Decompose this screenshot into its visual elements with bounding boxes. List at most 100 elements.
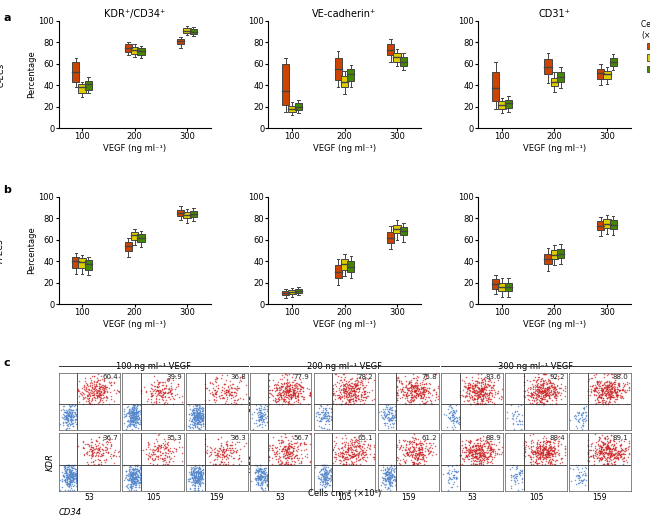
Point <box>123 476 133 484</box>
Point <box>385 480 395 488</box>
Point <box>168 444 179 453</box>
Point <box>216 442 226 450</box>
Point <box>283 382 294 390</box>
Point <box>549 385 559 393</box>
Point <box>320 483 330 492</box>
Bar <box>597 69 604 79</box>
Point <box>549 386 560 395</box>
Point <box>597 455 607 463</box>
Point <box>154 390 164 399</box>
Point <box>470 395 480 403</box>
Point <box>401 389 411 398</box>
Point <box>540 393 550 401</box>
Point <box>614 379 624 388</box>
Point <box>129 465 140 473</box>
Point <box>376 485 386 494</box>
Point <box>412 454 423 462</box>
Point <box>66 469 76 477</box>
Point <box>313 474 323 482</box>
Point <box>193 467 203 475</box>
Point <box>455 393 465 401</box>
Point <box>130 474 140 482</box>
Point <box>413 440 423 448</box>
Point <box>535 389 545 397</box>
Point <box>477 385 488 393</box>
Point <box>411 448 422 457</box>
Point <box>129 473 140 481</box>
Point <box>63 473 73 481</box>
Point <box>315 410 325 418</box>
Point <box>484 443 495 452</box>
Point <box>255 407 266 416</box>
Point <box>610 379 620 388</box>
Point <box>193 413 203 421</box>
Point <box>596 394 606 402</box>
Point <box>285 385 295 394</box>
Point <box>318 461 329 470</box>
Point <box>282 442 293 450</box>
Point <box>251 476 261 484</box>
Point <box>473 441 483 449</box>
Point <box>535 444 545 452</box>
Point <box>320 472 331 480</box>
Point <box>547 450 558 459</box>
Point <box>613 455 623 463</box>
Point <box>540 384 551 393</box>
Point <box>423 446 434 455</box>
Bar <box>545 60 552 75</box>
Point <box>351 384 361 392</box>
Point <box>267 386 278 394</box>
Point <box>381 412 391 420</box>
Point <box>251 419 261 427</box>
Point <box>461 452 471 460</box>
Point <box>133 466 144 474</box>
Point <box>430 396 441 405</box>
Point <box>430 442 440 450</box>
Point <box>320 479 330 488</box>
Point <box>96 388 107 396</box>
Point <box>126 413 136 421</box>
Point <box>616 440 627 448</box>
Point <box>275 460 285 468</box>
Point <box>593 388 603 397</box>
Point <box>59 472 70 480</box>
Point <box>474 445 484 453</box>
Point <box>129 477 139 485</box>
Point <box>127 416 138 424</box>
Point <box>551 396 562 405</box>
Point <box>357 447 367 456</box>
Point <box>402 449 413 458</box>
Point <box>318 414 328 422</box>
Point <box>466 460 476 468</box>
Point <box>463 381 474 389</box>
Point <box>325 466 335 474</box>
Point <box>532 398 542 407</box>
Point <box>384 480 394 489</box>
Point <box>605 455 616 463</box>
Point <box>129 466 139 474</box>
Point <box>344 450 354 459</box>
Point <box>190 419 200 427</box>
Point <box>605 453 616 461</box>
Point <box>63 401 73 409</box>
Point <box>129 478 140 487</box>
Point <box>526 392 536 400</box>
Point <box>86 452 97 460</box>
Point <box>163 375 174 383</box>
Point <box>592 379 603 387</box>
Point <box>455 460 465 468</box>
Point <box>538 441 548 449</box>
Point <box>190 405 201 413</box>
Point <box>92 388 102 396</box>
Point <box>68 475 78 483</box>
Point <box>84 442 95 450</box>
Point <box>526 440 536 448</box>
Point <box>163 437 174 446</box>
Point <box>129 408 140 416</box>
Point <box>343 444 354 453</box>
Point <box>79 440 90 448</box>
Point <box>476 388 486 397</box>
Point <box>328 459 338 468</box>
Point <box>385 414 395 423</box>
Point <box>448 417 459 425</box>
